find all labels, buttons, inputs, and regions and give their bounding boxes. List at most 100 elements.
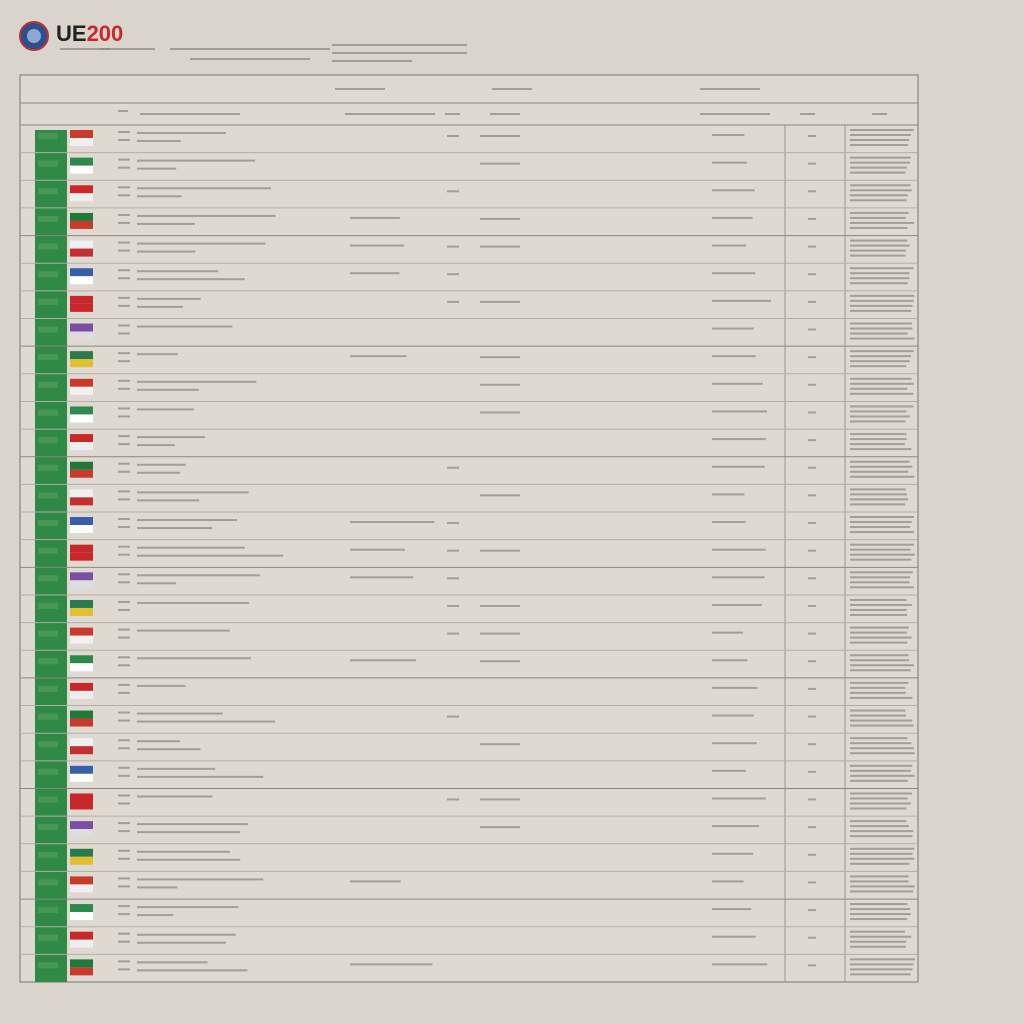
illegible-text xyxy=(118,435,130,438)
illegible-text xyxy=(850,199,907,202)
illegible-text xyxy=(712,161,747,164)
flag-bottom xyxy=(70,165,93,174)
logo-year: 200 xyxy=(87,21,124,46)
flag-bottom xyxy=(70,497,93,506)
illegible-text xyxy=(850,847,915,850)
illegible-text xyxy=(350,355,407,358)
illegible-text xyxy=(118,296,130,299)
illegible-text xyxy=(850,714,907,717)
illegible-text xyxy=(850,488,906,491)
illegible-text xyxy=(118,158,130,161)
illegible-text xyxy=(850,254,906,257)
illegible-text xyxy=(808,494,816,497)
illegible-text xyxy=(137,914,174,917)
illegible-text xyxy=(850,134,911,136)
illegible-text xyxy=(447,135,459,137)
illegible-text xyxy=(850,586,914,589)
illegible-text xyxy=(118,608,130,611)
illegible-text xyxy=(850,719,913,722)
strip-mark xyxy=(38,271,58,278)
flag-bottom xyxy=(70,138,93,146)
illegible-text xyxy=(850,272,910,275)
illegible-text xyxy=(118,249,130,252)
illegible-text xyxy=(137,582,177,585)
illegible-text xyxy=(850,350,914,353)
illegible-text xyxy=(137,519,238,522)
strip-mark xyxy=(38,547,58,554)
flag-bottom xyxy=(70,276,93,285)
illegible-text xyxy=(808,770,816,773)
illegible-text xyxy=(480,660,520,663)
flag-bottom xyxy=(70,469,93,478)
illegible-text xyxy=(480,217,520,220)
illegible-text xyxy=(808,715,816,718)
flag-bottom xyxy=(70,801,93,810)
illegible-text xyxy=(118,462,130,465)
illegible-text xyxy=(808,522,816,525)
strip-mark xyxy=(38,575,58,582)
flag-bottom xyxy=(70,635,93,644)
illegible-text xyxy=(808,273,816,276)
illegible-text xyxy=(850,332,908,335)
illegible-text xyxy=(850,669,911,672)
flag-bottom xyxy=(70,525,93,534)
illegible-text xyxy=(118,877,130,880)
illegible-text xyxy=(808,217,816,220)
illegible-text xyxy=(850,460,910,463)
illegible-text xyxy=(137,554,284,557)
illegible-text xyxy=(850,681,909,684)
illegible-text xyxy=(480,135,520,137)
illegible-text xyxy=(137,380,257,383)
illegible-text xyxy=(480,300,520,303)
illegible-text xyxy=(118,553,130,556)
illegible-text xyxy=(800,113,815,115)
strip-mark xyxy=(38,160,58,167)
illegible-text xyxy=(350,548,405,551)
illegible-text xyxy=(808,328,816,331)
flag-bottom xyxy=(70,220,93,229)
flag-top xyxy=(70,876,93,885)
illegible-text xyxy=(850,139,910,141)
illegible-text xyxy=(118,932,130,935)
illegible-text xyxy=(137,969,248,972)
illegible-text xyxy=(808,881,816,884)
flag-top xyxy=(70,434,93,443)
illegible-text xyxy=(850,327,913,330)
illegible-text xyxy=(335,88,385,90)
illegible-text xyxy=(447,273,459,276)
flag-top xyxy=(70,765,93,774)
illegible-text xyxy=(850,309,912,312)
illegible-text xyxy=(137,297,201,300)
illegible-text xyxy=(712,465,765,468)
illegible-text xyxy=(850,267,914,270)
illegible-text xyxy=(850,558,912,561)
illegible-text xyxy=(712,216,753,219)
illegible-text xyxy=(808,300,816,303)
illegible-text xyxy=(850,448,912,451)
illegible-text xyxy=(118,498,130,501)
flag-top xyxy=(70,821,93,830)
illegible-text xyxy=(137,325,233,328)
illegible-text xyxy=(808,909,816,912)
illegible-text xyxy=(850,935,912,938)
flag-top xyxy=(70,268,93,277)
flag-top xyxy=(70,931,93,940)
illegible-text xyxy=(850,764,913,767)
illegible-text xyxy=(850,189,912,192)
illegible-text xyxy=(850,973,911,976)
flag-bottom xyxy=(70,580,93,589)
illegible-text xyxy=(350,272,400,275)
illegible-text xyxy=(712,714,754,717)
illegible-text xyxy=(712,659,748,662)
flag-top xyxy=(70,130,93,138)
illegible-text xyxy=(850,294,915,297)
illegible-text xyxy=(137,775,264,778)
illegible-text xyxy=(850,355,911,358)
flag-bottom xyxy=(70,552,93,561)
illegible-text xyxy=(850,913,911,916)
logo-text: UE200 xyxy=(56,21,123,46)
illegible-text xyxy=(137,132,227,134)
illegible-text xyxy=(137,471,181,474)
illegible-text xyxy=(137,140,181,142)
illegible-text xyxy=(850,337,915,340)
